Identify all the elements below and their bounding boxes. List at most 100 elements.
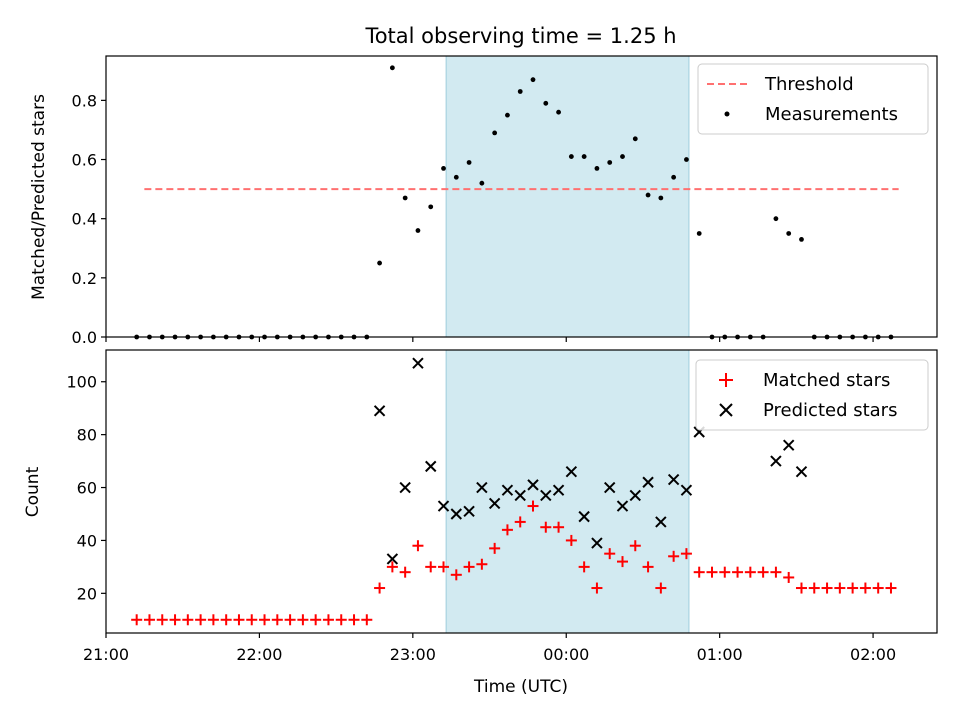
measurement-point: [773, 216, 779, 222]
matched-point: [680, 548, 692, 560]
predicted-point: [770, 455, 782, 467]
matched-point: [553, 521, 565, 533]
matched-point: [604, 548, 616, 560]
legend-measurements-swatch: [724, 111, 730, 117]
matched-point: [131, 614, 143, 626]
predicted-point: [629, 489, 641, 502]
matched-point: [412, 540, 424, 552]
matched-point: [847, 582, 859, 594]
predicted-point: [667, 473, 680, 486]
matched-point: [578, 561, 590, 573]
predicted-point: [463, 505, 475, 518]
matched-point: [438, 561, 450, 573]
matched-point: [207, 614, 219, 626]
panel-top-ylabel: Matched/Predicted stars: [29, 94, 49, 300]
matched-point: [501, 524, 513, 536]
xtick-label: 02:00: [850, 645, 896, 664]
matched-point: [527, 500, 539, 512]
matched-point: [719, 566, 731, 578]
matched-point: [374, 582, 386, 594]
predicted-point: [591, 537, 603, 549]
matched-point: [361, 614, 373, 626]
top-ytick-label: 0.4: [72, 210, 97, 229]
matched-point: [335, 614, 347, 626]
measurement-point: [543, 100, 549, 106]
measurement-point: [479, 180, 485, 186]
matched-point: [616, 556, 628, 568]
measurement-point: [684, 157, 689, 162]
panel-bottom-legend: Matched stars Predicted stars: [695, 359, 929, 431]
matched-point: [565, 534, 577, 546]
legend-threshold-label: Threshold: [764, 74, 854, 95]
xtick-label: 23:00: [390, 645, 436, 664]
matched-point: [629, 540, 641, 552]
matched-point: [450, 569, 462, 581]
measurement-point: [402, 195, 408, 201]
measurement-point: [556, 109, 561, 115]
matched-point: [399, 566, 411, 578]
panel-top-frame: [105, 55, 938, 338]
xtick-label: 21:00: [83, 645, 129, 664]
matched-point: [246, 614, 258, 626]
panel-bottom-ylabel: Count: [23, 466, 43, 517]
bottom-ytick-label: 80: [77, 426, 97, 445]
measurement-point: [799, 236, 804, 242]
matched-point: [259, 614, 271, 626]
legend-predicted-label: Predicted stars: [763, 400, 897, 421]
matched-point: [642, 561, 654, 573]
matched-point: [834, 582, 846, 594]
predicted-point: [412, 357, 424, 369]
matched-point: [143, 614, 155, 626]
panel-top-ratio: 0.00.20.40.60.8 Matched/Predicted stars …: [29, 55, 938, 347]
predicted-point: [782, 439, 795, 451]
matched-point: [872, 582, 884, 594]
observing-window: [445, 55, 690, 338]
predicted-point: [540, 489, 552, 502]
matched-point: [463, 561, 475, 573]
predicted-point: [616, 500, 629, 512]
measurement-point: [530, 77, 536, 83]
legend-measurements-label: Measurements: [765, 104, 898, 125]
matched-point: [386, 561, 398, 573]
predicted-point: [514, 489, 526, 502]
predicted-point: [437, 500, 450, 512]
predicted-point: [552, 484, 565, 496]
matched-point: [591, 582, 603, 594]
predicted-point: [386, 553, 399, 565]
measurement-point: [415, 228, 421, 233]
measurement-point: [377, 260, 382, 266]
matched-point: [348, 614, 360, 626]
matched-point: [156, 614, 168, 626]
matched-point: [310, 614, 322, 626]
measurement-point: [581, 154, 587, 159]
measurement-point: [696, 231, 702, 236]
matched-point: [284, 614, 296, 626]
measurement-point: [441, 166, 446, 171]
panel-top-legend: Threshold Measurements: [697, 63, 929, 135]
measurement-point: [620, 154, 625, 159]
matched-point: [706, 566, 718, 578]
predicted-point: [642, 476, 654, 488]
matched-point: [668, 550, 680, 562]
matched-point: [425, 561, 437, 573]
predicted-point: [565, 465, 578, 478]
matched-point: [540, 521, 552, 533]
matched-point: [783, 571, 795, 583]
observing-window: [445, 349, 690, 634]
matched-point: [220, 614, 232, 626]
measurement-point: [428, 204, 434, 210]
measurement-point: [505, 112, 510, 118]
matched-point: [322, 614, 334, 626]
panel-bottom-frame: [105, 349, 938, 634]
matched-point: [693, 566, 705, 578]
measurement-point: [466, 160, 472, 165]
top-ytick-label: 0.0: [72, 328, 97, 347]
predicted-point: [527, 479, 539, 491]
predicted-point: [655, 516, 667, 528]
matched-point: [476, 558, 488, 570]
predicted-point: [680, 484, 693, 496]
matched-point: [770, 566, 782, 578]
legend-matched-swatch: [719, 373, 733, 387]
measurement-point: [594, 166, 600, 171]
